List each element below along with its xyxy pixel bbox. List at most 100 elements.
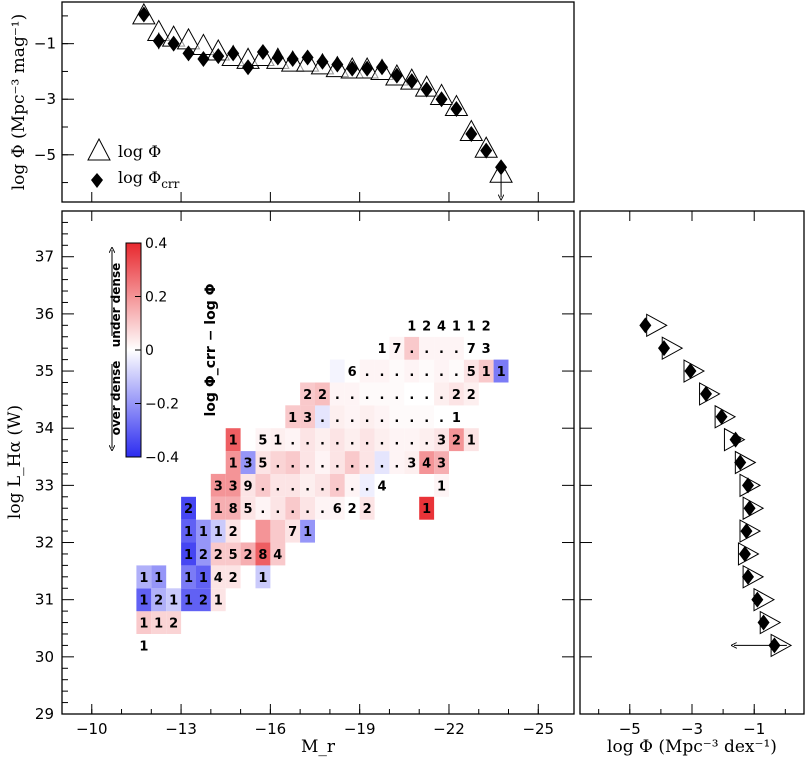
heatmap-cell-count: 4 <box>422 457 431 472</box>
heatmap-cell-count: . <box>335 457 340 472</box>
heatmap-cell-count: 2 <box>467 388 476 403</box>
heatmap-cell <box>389 382 405 406</box>
heatmap-cell-count: 4 <box>377 479 386 494</box>
colorbar-tick-label: 0.2 <box>145 290 167 306</box>
heatmap-cell <box>270 496 286 520</box>
heatmap-cell <box>255 473 271 497</box>
heatmap-cell-count: 2 <box>452 388 461 403</box>
heatmap-cell-count: 7 <box>392 342 401 357</box>
heatmap-cell-count: . <box>409 365 414 380</box>
heatmap-cell <box>419 313 435 337</box>
heatmap-cell-count: 3 <box>303 411 312 426</box>
top-filled-diamond-point <box>376 59 388 76</box>
heatmap-cell-count: 1 <box>214 525 223 540</box>
heatmap-cell-count: 1 <box>184 594 193 609</box>
heatmap-cell <box>300 451 315 474</box>
top-filled-diamond-point <box>256 44 269 60</box>
heatmap-cell <box>344 451 360 474</box>
heatmap-cell <box>240 542 256 566</box>
right-filled-diamond-point <box>700 385 712 402</box>
heatmap-cell <box>255 451 271 474</box>
right-x-tick-label: −1 <box>743 720 765 738</box>
heatmap-cell <box>344 405 360 429</box>
heatmap-cell <box>300 519 315 543</box>
heatmap-cell-count: 1 <box>184 548 193 563</box>
right-filled-diamond-point <box>639 317 652 334</box>
heatmap-cell-count: 1 <box>467 434 476 449</box>
heatmap-cell-count: 1 <box>497 365 506 380</box>
heatmap-cell-count: 3 <box>437 434 446 449</box>
heatmap-cell <box>329 359 345 383</box>
legend-label-log-phi: log Φ <box>118 142 161 161</box>
heatmap-cell-count: . <box>320 457 325 472</box>
main-x-tick-label: −22 <box>433 720 465 738</box>
heatmap-cell <box>255 565 271 589</box>
heatmap-cell-count: . <box>350 411 355 426</box>
top-filled-diamond-point <box>242 59 255 76</box>
right-filled-diamond-point <box>743 500 756 517</box>
heatmap-cell <box>404 359 420 383</box>
heatmap-cell-count: 3 <box>407 457 416 472</box>
heatmap-cell <box>315 428 330 452</box>
heatmap-cell <box>434 428 449 452</box>
heatmap-cell-count: . <box>424 434 429 449</box>
heatmap-cell <box>225 542 241 566</box>
top-filled-diamond-point <box>227 45 240 62</box>
heatmap-cell-count: 1 <box>422 502 431 517</box>
heatmap-cell-count: . <box>394 411 399 426</box>
colorbar-tick-label: 0 <box>145 343 154 359</box>
colorbar-label: log Φ_crr − log Φ <box>203 283 219 416</box>
heatmap-cell <box>374 451 390 474</box>
top-filled-diamond-point <box>465 125 478 142</box>
heatmap-cell-count: . <box>290 479 295 494</box>
main-x-tick-label: −19 <box>344 720 376 738</box>
heatmap-cell-count: . <box>380 365 385 380</box>
top-filled-diamond-point <box>167 35 180 52</box>
heatmap-cell-count: . <box>350 457 355 472</box>
heatmap-cell <box>449 359 464 383</box>
right-filled-diamond-point <box>742 568 754 585</box>
heatmap-cell <box>463 428 479 452</box>
heatmap-cell-count: 5 <box>243 502 252 517</box>
heatmap-cell <box>225 519 241 543</box>
heatmap-cell-count: . <box>439 388 444 403</box>
heatmap-cell-count: . <box>350 388 355 403</box>
heatmap-cell-count: 6 <box>348 365 357 380</box>
main-x-tick-label: −25 <box>522 720 554 738</box>
heatmap-cell <box>240 451 256 474</box>
right-filled-diamond-point <box>729 431 742 448</box>
heatmap-cell <box>434 473 449 497</box>
heatmap-cell-count: 1 <box>229 434 238 449</box>
main-y-tick-label: 33 <box>35 476 54 494</box>
heatmap-cell <box>389 359 405 383</box>
right-panel: −5 −3 −1 <box>580 211 793 738</box>
heatmap-cell <box>449 382 464 406</box>
heatmap-cell <box>300 405 315 429</box>
main-y-tick-label: 34 <box>35 419 54 437</box>
heatmap-cell-count: 1 <box>258 571 267 586</box>
heatmap-cell-count: 1 <box>452 319 461 334</box>
top-filled-diamond-point <box>212 48 225 65</box>
heatmap-cell-count: 1 <box>199 525 208 540</box>
heatmap-cell <box>210 542 226 566</box>
heatmap-cell-count: . <box>380 434 385 449</box>
heatmap-cell <box>196 565 211 589</box>
heatmap-cell <box>196 519 211 543</box>
top-panel: −1 −3 −5 <box>34 2 539 202</box>
legend-filled-diamond-marker <box>91 173 103 188</box>
heatmap-cell-count: . <box>394 388 399 403</box>
heatmap-cell <box>419 359 435 383</box>
heatmap-cell-count: . <box>365 479 370 494</box>
main-y-tick-label: 31 <box>35 591 54 609</box>
legend-label-log-phi-crr: log Φcrr <box>118 168 180 191</box>
heatmap-cell <box>181 496 196 520</box>
heatmap-cell <box>210 565 226 589</box>
heatmap-cell <box>136 611 152 634</box>
top-y-tick-label: −5 <box>34 146 56 164</box>
heatmap-cell <box>181 565 196 589</box>
heatmap-cell <box>151 565 167 589</box>
heatmap-cell <box>300 473 315 497</box>
heatmap-cell <box>285 473 301 497</box>
heatmap-cell-count: . <box>275 479 280 494</box>
heatmap-cell <box>404 451 420 474</box>
